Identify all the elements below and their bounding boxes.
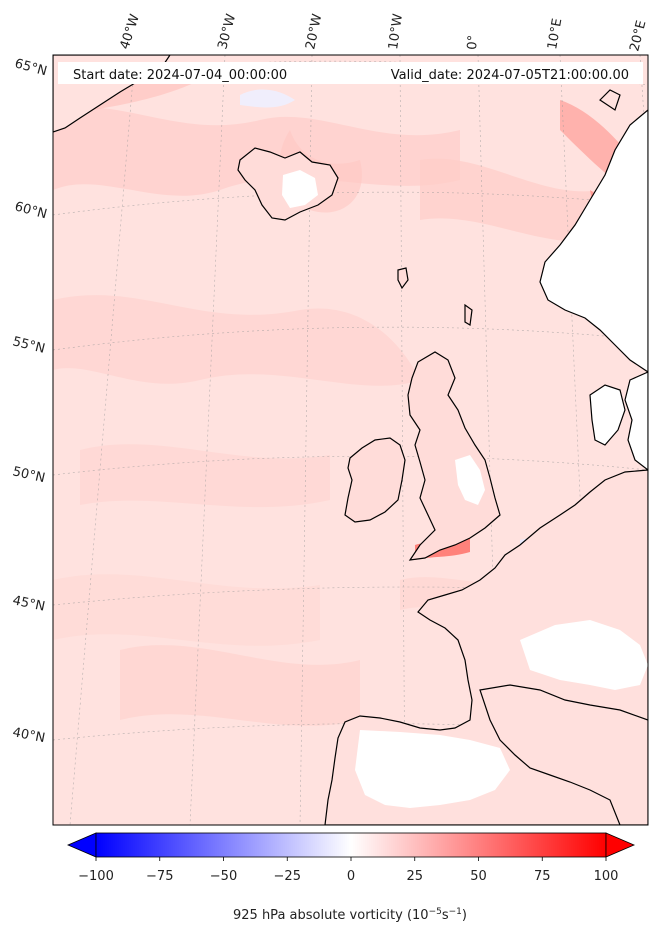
colorbar: −100 −75 −50 −25 0 25 50 75 100 925 hPa absolute…: [66, 832, 636, 923]
iceland-interior: [282, 170, 318, 208]
iberia-interior-white: [355, 730, 510, 808]
france-interior-white: [520, 620, 648, 690]
colorbar-label-main: 925 hPa absolute vorticity (10: [233, 908, 429, 923]
colorbar-body: [95, 832, 607, 858]
faroe-islands: [397, 267, 409, 290]
shetland-islands: [464, 303, 473, 326]
colorbar-tick-label: −100: [78, 869, 114, 884]
great-britain-outline: [407, 351, 501, 561]
lon-label-10e: 10°E: [545, 17, 565, 50]
lon-label-30w: 30°W: [215, 12, 239, 51]
britain-interior-white: [455, 455, 485, 505]
colorbar-tick-label: −25: [274, 869, 301, 884]
map-frame: [52, 54, 649, 826]
lat-label-55n: 55°N: [11, 334, 46, 356]
colorbar-tick-label: −75: [146, 869, 173, 884]
header-strip: [58, 62, 643, 84]
vorticity-field-shading: [53, 80, 648, 786]
lon-label-20w: 20°W: [303, 12, 325, 50]
colorbar-extend-high: [605, 832, 636, 858]
valid-date-label: Valid_date: 2024-07-05T21:00:00.00: [391, 68, 629, 83]
colorbar-tick-label: 75: [534, 869, 551, 884]
sweden-coast: [624, 371, 648, 471]
colorbar-tick-label: 100: [594, 869, 619, 884]
colorbar-tick-label: −50: [210, 869, 237, 884]
lat-label-60n: 60°N: [13, 199, 49, 222]
colorbar-tick-label: 50: [470, 869, 487, 884]
colorbar-label-mid: s: [442, 908, 449, 923]
svalbard-hint: [599, 89, 621, 111]
lon-label-10w: 10°W: [386, 13, 406, 51]
colorbar-label-sup2: −1: [449, 907, 462, 917]
lat-label-50n: 50°N: [11, 464, 46, 486]
norway-outline: [539, 109, 648, 373]
colorbar-label-end: ): [462, 908, 467, 923]
colorbar-label: 925 hPa absolute vorticity (10−5s−1): [233, 907, 467, 923]
mediterranean-coast: [479, 684, 648, 825]
lon-label-20e: 20°E: [627, 19, 649, 53]
latitude-labels: 65°N 60°N 55°N 50°N 45°N 40°N: [11, 56, 48, 746]
colorbar-extend-low: [66, 832, 97, 858]
lat-label-65n: 65°N: [13, 56, 49, 79]
colorbar-tick-label: 0: [347, 869, 355, 884]
coastlines: [53, 55, 648, 825]
lon-label-40w: 40°W: [118, 12, 143, 51]
lon-label-0: 0°: [465, 34, 481, 50]
ireland-outline: [344, 437, 406, 523]
colorbar-tick-label: 25: [406, 869, 423, 884]
lat-label-40n: 40°N: [11, 725, 46, 746]
lat-label-45n: 45°N: [11, 593, 46, 614]
map-panel: Start date: 2024-07-04_00:00:00 Valid_da…: [52, 54, 649, 826]
colorbar-label-sup1: −5: [429, 907, 442, 917]
start-date-label: Start date: 2024-07-04_00:00:00: [73, 68, 287, 83]
denmark-outline: [589, 384, 626, 446]
colorbar-ticks: −100 −75 −50 −25 0 25 50 75 100: [78, 857, 618, 884]
longitude-labels: 40°W 30°W 20°W 10°W 0° 10°E 20°E: [118, 12, 650, 53]
